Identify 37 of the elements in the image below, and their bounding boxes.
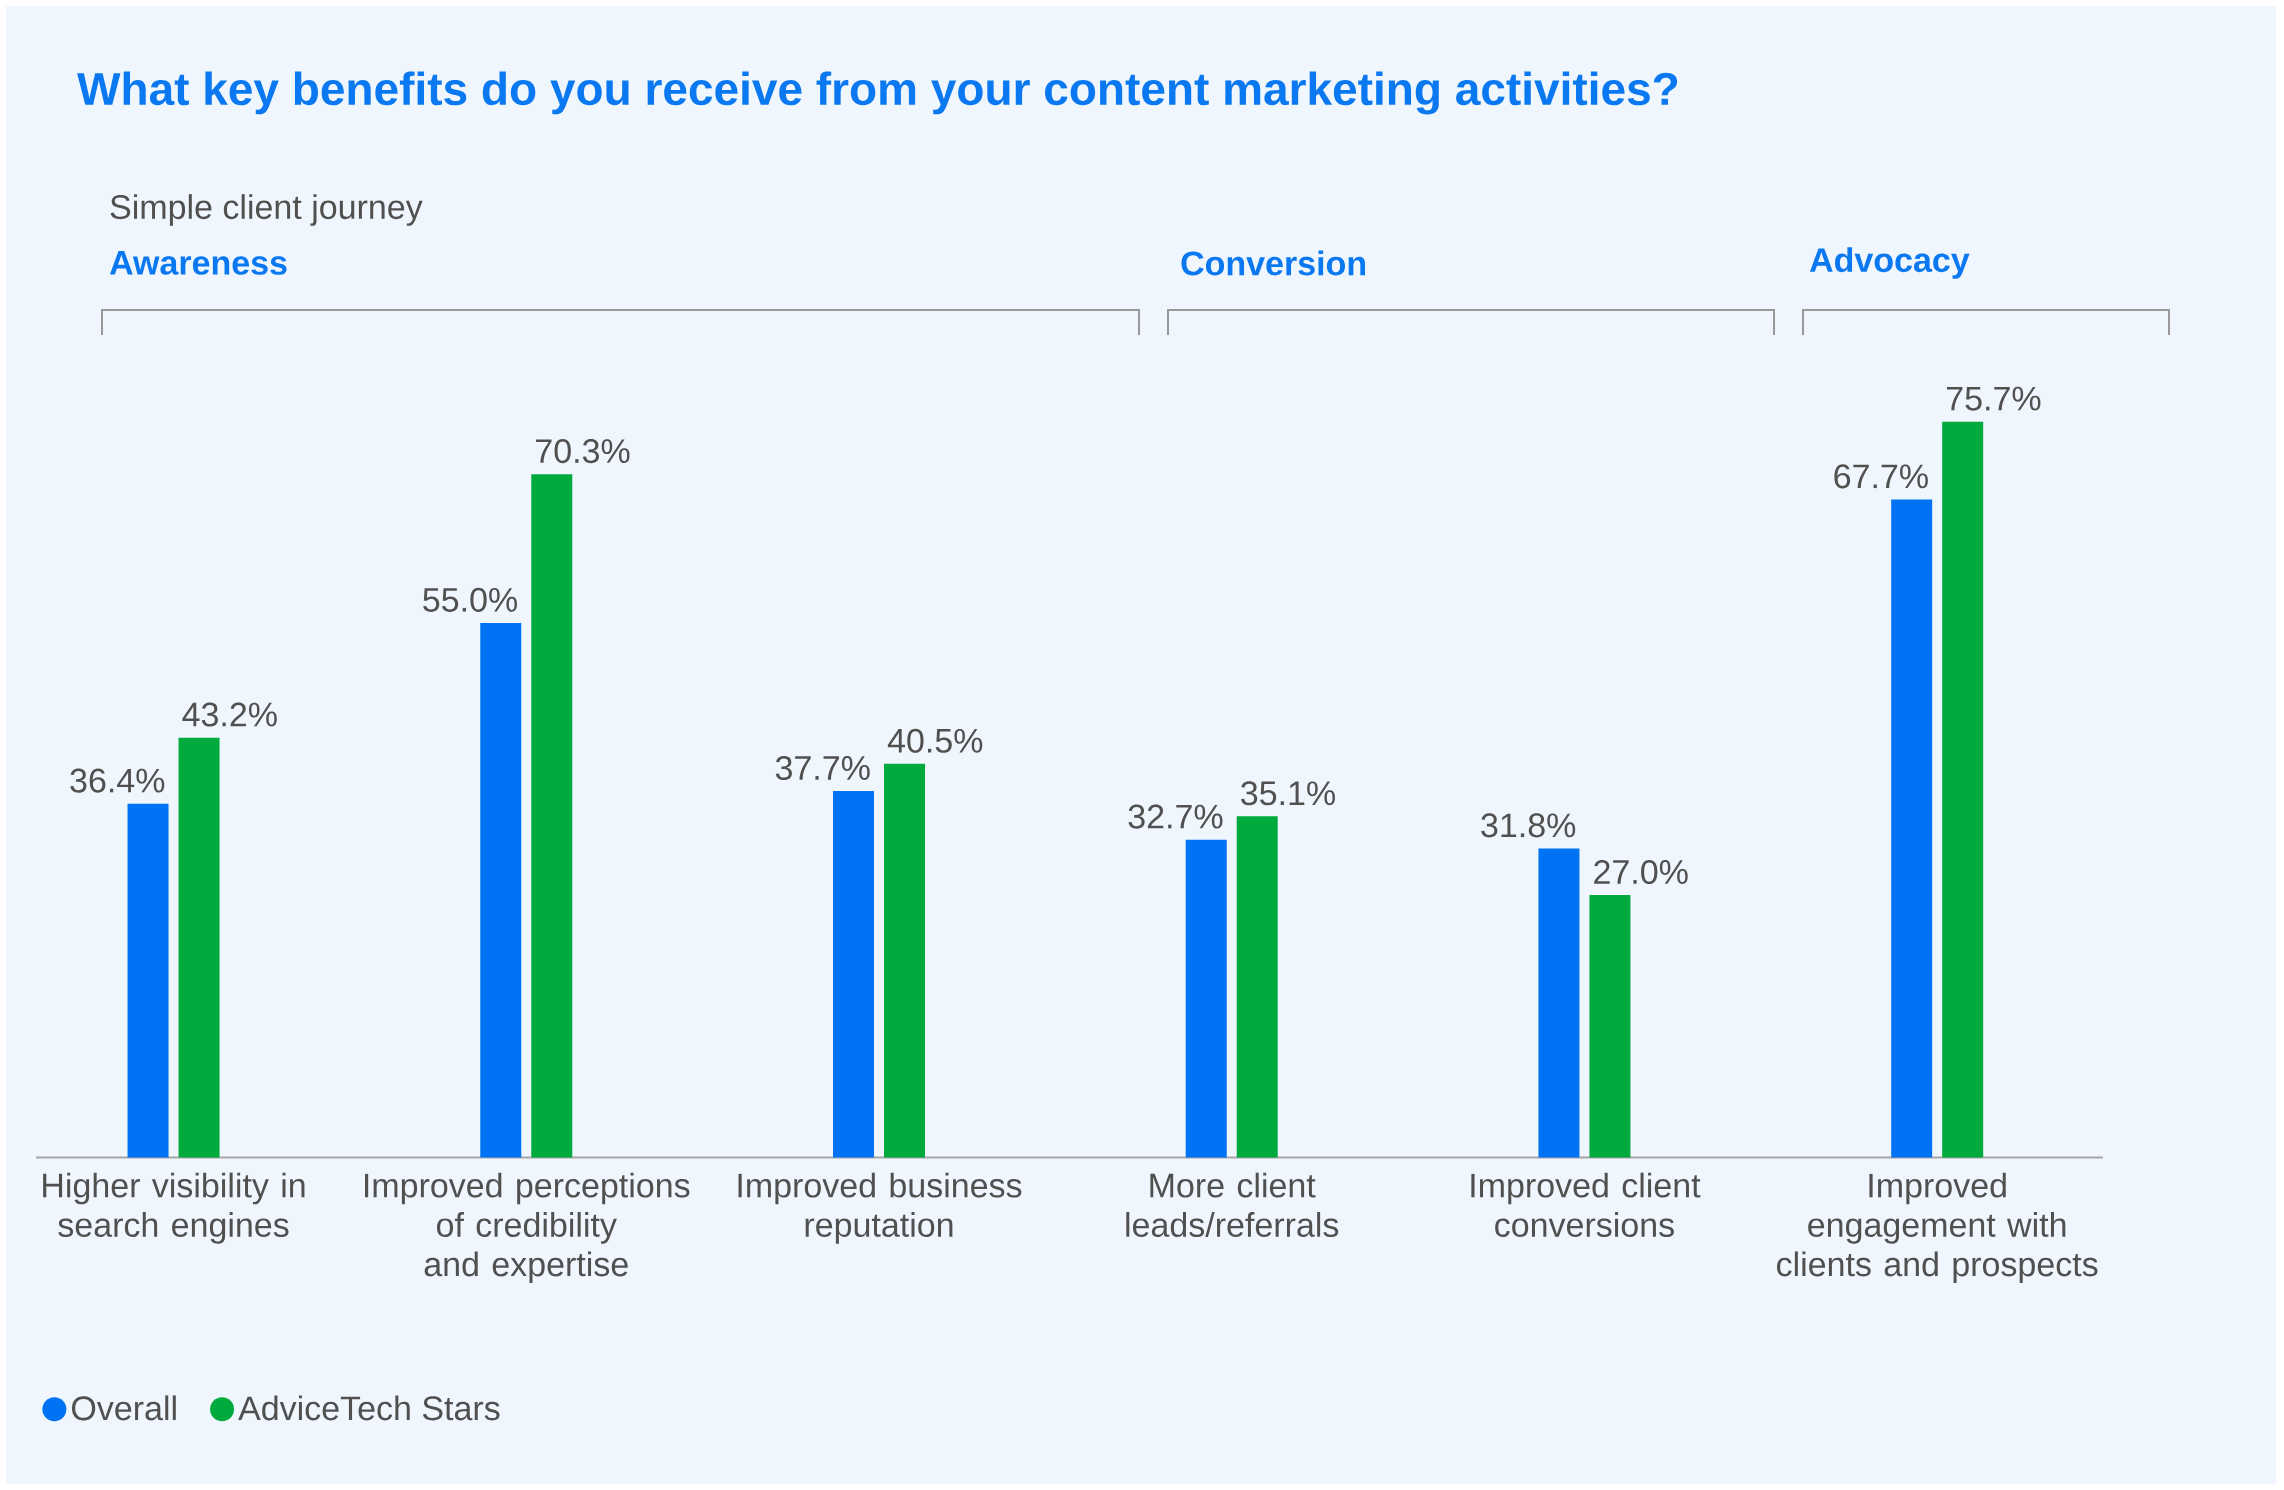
bar [531, 474, 573, 1158]
data-label: 40.5% [887, 728, 983, 753]
data-label: 75.7% [1947, 386, 2041, 411]
bar [1891, 499, 1933, 1158]
legend-label: Overall [71, 1395, 176, 1421]
text: Advocacy [1809, 247, 1970, 279]
text: Simple client journey [110, 194, 423, 226]
data-label: 67.7% [1834, 464, 1928, 489]
data-label: 35.1% [1241, 781, 1335, 806]
data-label: 37.7% [775, 755, 870, 781]
data-label: 70.3% [536, 439, 630, 464]
chart-title: What key benefits do you receive from your content marketing activities? [77, 71, 1678, 115]
text: Awareness [109, 251, 287, 275]
data-label: 36.4% [70, 768, 165, 793]
bar [127, 803, 169, 1158]
data-label: 55.0% [423, 587, 517, 612]
text: Conversion [1181, 250, 1366, 276]
bar [1942, 421, 1984, 1158]
data-label: 32.7% [1128, 804, 1223, 829]
x-tick-label: Higher visibility in search engines [43, 1172, 305, 1244]
x-tick-label: Improved client conversions [1471, 1172, 1701, 1238]
bar [1589, 895, 1631, 1158]
bar [1236, 816, 1278, 1158]
legend-label: AdviceTech Stars [238, 1395, 500, 1421]
x-tick-label: Improved engagement with clients and prospects [1777, 1172, 2098, 1284]
data-label: 27.0% [1594, 859, 1688, 885]
bar [883, 763, 925, 1158]
x-tick-label: Improved business reputation [738, 1172, 1022, 1244]
bar [480, 622, 522, 1158]
bar [178, 737, 220, 1158]
bar [1185, 839, 1227, 1158]
bar [1538, 848, 1580, 1158]
bar [833, 791, 874, 1158]
data-label: 31.8% [1481, 813, 1576, 838]
x-tick-label: Improved perceptions of credibility and expertise [364, 1172, 690, 1284]
x-tick-label: More client leads/referrals [1126, 1172, 1339, 1238]
data-label: 43.2% [182, 702, 277, 727]
